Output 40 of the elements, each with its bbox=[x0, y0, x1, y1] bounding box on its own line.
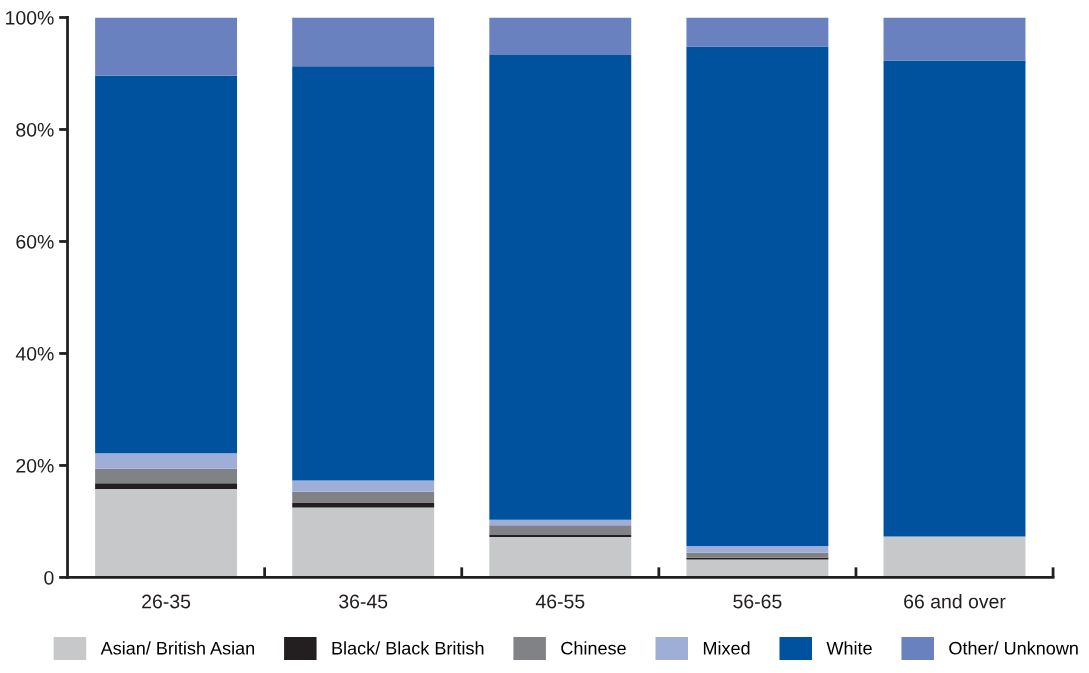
x-tick-label: 66 and over bbox=[904, 594, 1006, 609]
y-tick-label: 0 bbox=[44, 570, 54, 585]
bar bbox=[489, 537, 632, 578]
bar bbox=[489, 17, 632, 56]
bar bbox=[292, 66, 435, 481]
y-tick-label: 40% bbox=[15, 346, 54, 361]
legend-label: Asian/ British Asian bbox=[100, 641, 255, 655]
bar bbox=[686, 46, 829, 547]
x-tick-label: 26-35 bbox=[142, 594, 191, 609]
bar bbox=[292, 17, 435, 67]
bar bbox=[686, 552, 829, 558]
legend-label: White bbox=[826, 641, 872, 655]
legend-label: Black/ Black British bbox=[332, 641, 484, 655]
bar bbox=[95, 488, 238, 578]
bar bbox=[95, 483, 238, 489]
x-tick-label: 56-65 bbox=[733, 594, 782, 609]
y-tick-label: 80% bbox=[16, 122, 54, 137]
bar bbox=[292, 507, 435, 578]
bar bbox=[686, 546, 829, 553]
bar bbox=[292, 480, 435, 492]
bar bbox=[95, 468, 238, 484]
bar bbox=[883, 536, 1026, 578]
bar bbox=[883, 60, 1026, 537]
x-tick-label: 46-55 bbox=[535, 594, 585, 609]
legend-label: Mixed bbox=[703, 641, 750, 655]
y-tick-label: 60% bbox=[16, 234, 54, 249]
y-tick-label: 20% bbox=[16, 458, 54, 473]
bar bbox=[95, 75, 238, 454]
bar bbox=[292, 502, 435, 508]
bar bbox=[489, 525, 632, 535]
bar bbox=[95, 17, 238, 76]
y-tick-label: 100% bbox=[6, 10, 54, 25]
bar bbox=[95, 453, 238, 469]
x-tick-label: 36-45 bbox=[339, 594, 388, 609]
bar bbox=[883, 17, 1026, 61]
bar bbox=[686, 17, 829, 47]
legend-label: Chinese bbox=[561, 641, 626, 655]
bar bbox=[292, 491, 435, 503]
legend-label: Other/ Unknown bbox=[949, 641, 1078, 655]
bar bbox=[489, 55, 632, 520]
